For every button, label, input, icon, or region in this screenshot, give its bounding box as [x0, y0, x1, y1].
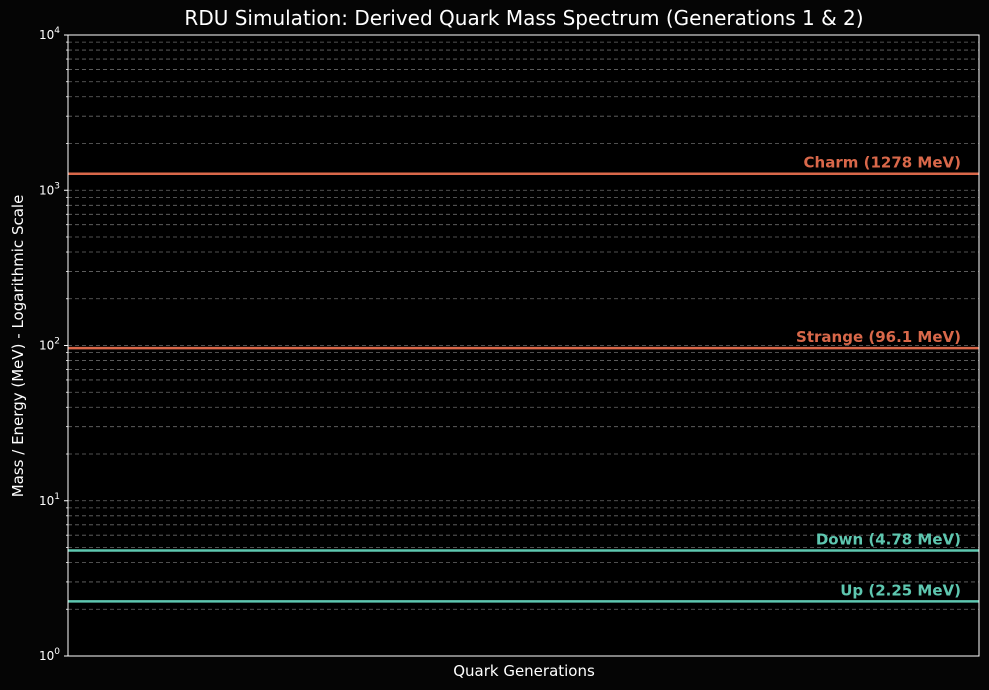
- y-tick-label: 100: [39, 647, 60, 663]
- chart-title: RDU Simulation: Derived Quark Mass Spect…: [184, 6, 863, 30]
- y-tick-label: 102: [39, 337, 60, 353]
- mass-label-1: Down (4.78 MeV): [816, 531, 961, 549]
- mass-label-3: Charm (1278 MeV): [804, 154, 961, 172]
- mass-label-2: Strange (96.1 MeV): [796, 328, 961, 346]
- y-axis-label: Mass / Energy (MeV) - Logarithmic Scale: [9, 195, 27, 498]
- plot-area: Up (2.25 MeV) Down (4.78 MeV) Strange (96.…: [39, 26, 980, 663]
- series-layer: Up (2.25 MeV) Down (4.78 MeV) Strange (96.…: [68, 154, 979, 603]
- x-axis-label: Quark Generations: [453, 662, 595, 680]
- mass-label-0: Up (2.25 MeV): [840, 581, 961, 599]
- y-tick-label: 103: [39, 181, 60, 197]
- y-tick-label: 104: [39, 26, 60, 42]
- y-axis-ticks: 100 101 102 103 104: [39, 26, 68, 663]
- y-tick-label: 101: [39, 492, 60, 508]
- grid-layer: [68, 41, 979, 610]
